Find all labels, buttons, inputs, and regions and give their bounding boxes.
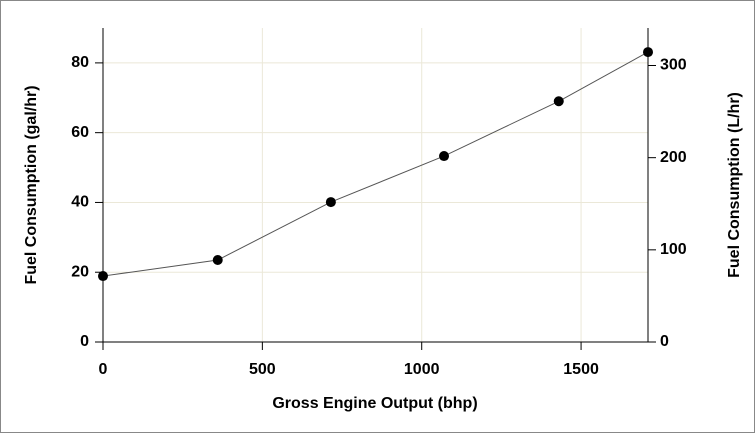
y-tick-label: 40 — [71, 194, 89, 211]
y-tick-label: 80 — [71, 54, 89, 71]
y2-tick-label: 0 — [660, 333, 669, 350]
x-tick-label: 0 — [99, 361, 108, 378]
x-tick-label: 500 — [249, 361, 276, 378]
marker — [98, 271, 108, 282]
x-axis-label: Gross Engine Output (bhp) — [272, 395, 477, 412]
marker — [212, 255, 223, 266]
y-tick-label: 20 — [71, 263, 89, 280]
y2-tick-label: 200 — [660, 149, 687, 166]
marker — [553, 96, 564, 107]
x-tick-label: 1000 — [404, 361, 440, 378]
marker — [439, 151, 450, 162]
y2-tick-label: 300 — [660, 57, 687, 74]
y-tick-label: 0 — [80, 333, 89, 350]
y2-tick-label: 100 — [660, 241, 687, 258]
y-tick-label: 60 — [71, 124, 89, 141]
marker — [325, 197, 336, 208]
x-tick-label: 1500 — [563, 361, 599, 378]
y-axis-label: Fuel Consumption (gal/hr) — [23, 85, 40, 284]
y2-axis-label: Fuel Consumption (L/hr) — [726, 92, 743, 278]
marker — [643, 47, 653, 58]
line — [102, 51, 649, 277]
